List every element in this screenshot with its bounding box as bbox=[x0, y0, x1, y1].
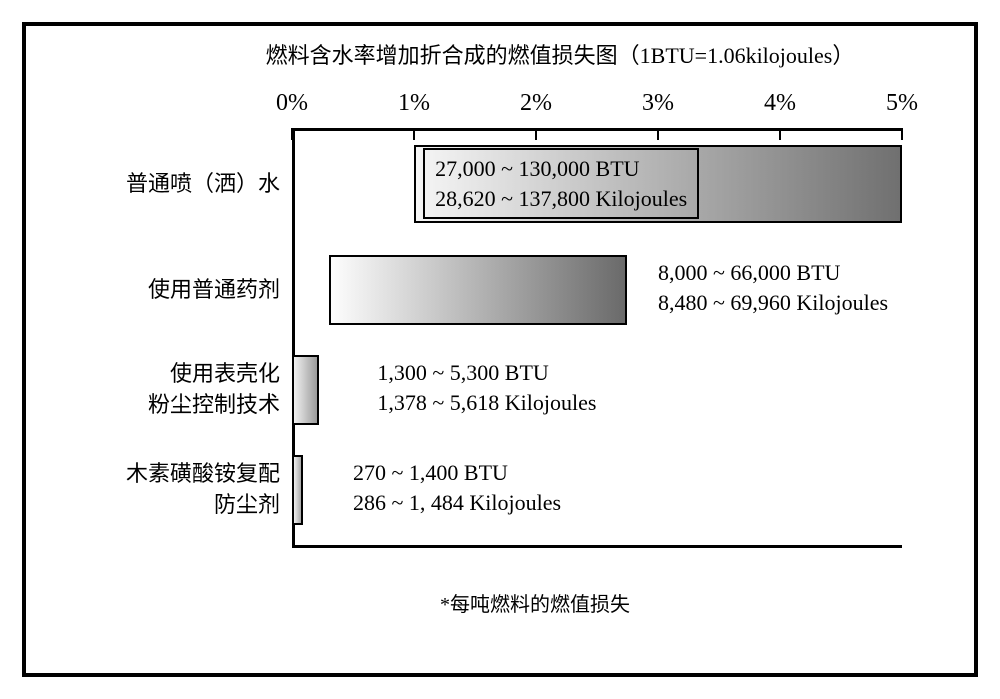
x-axis-tick-label: 1% bbox=[384, 90, 444, 117]
bar-data-label: 27,000 ~ 130,000 BTU 28,620 ~ 137,800 Ki… bbox=[423, 148, 699, 219]
bar-data-label: 8,000 ~ 66,000 BTU 8,480 ~ 69,960 Kilojo… bbox=[658, 258, 888, 317]
bar bbox=[292, 355, 319, 425]
x-axis-tick-label: 3% bbox=[628, 90, 688, 117]
chart-title: 燃料含水率增加折合成的燃值损失图（1BTU=1.06kilojoules） bbox=[180, 38, 940, 70]
row-label: 普通喷（洒）水 bbox=[30, 169, 280, 200]
x-axis-tick-label: 2% bbox=[506, 90, 566, 117]
bar-data-label: 1,300 ~ 5,300 BTU 1,378 ~ 5,618 Kilojoul… bbox=[377, 358, 596, 417]
bar bbox=[329, 255, 628, 325]
x-axis-tick-label: 5% bbox=[872, 90, 932, 117]
row-label: 木素磺酸铵复配 防尘剂 bbox=[30, 459, 280, 521]
x-axis-tick-label: 4% bbox=[750, 90, 810, 117]
x-axis-tick-label: 0% bbox=[262, 90, 322, 117]
footnote: *每吨燃料的燃值损失 bbox=[440, 588, 630, 617]
row-label: 使用普通药剂 bbox=[30, 275, 280, 306]
bar bbox=[292, 455, 303, 525]
row-label: 使用表壳化 粉尘控制技术 bbox=[30, 359, 280, 421]
bar-data-label: 270 ~ 1,400 BTU 286 ~ 1, 484 Kilojoules bbox=[353, 458, 561, 517]
